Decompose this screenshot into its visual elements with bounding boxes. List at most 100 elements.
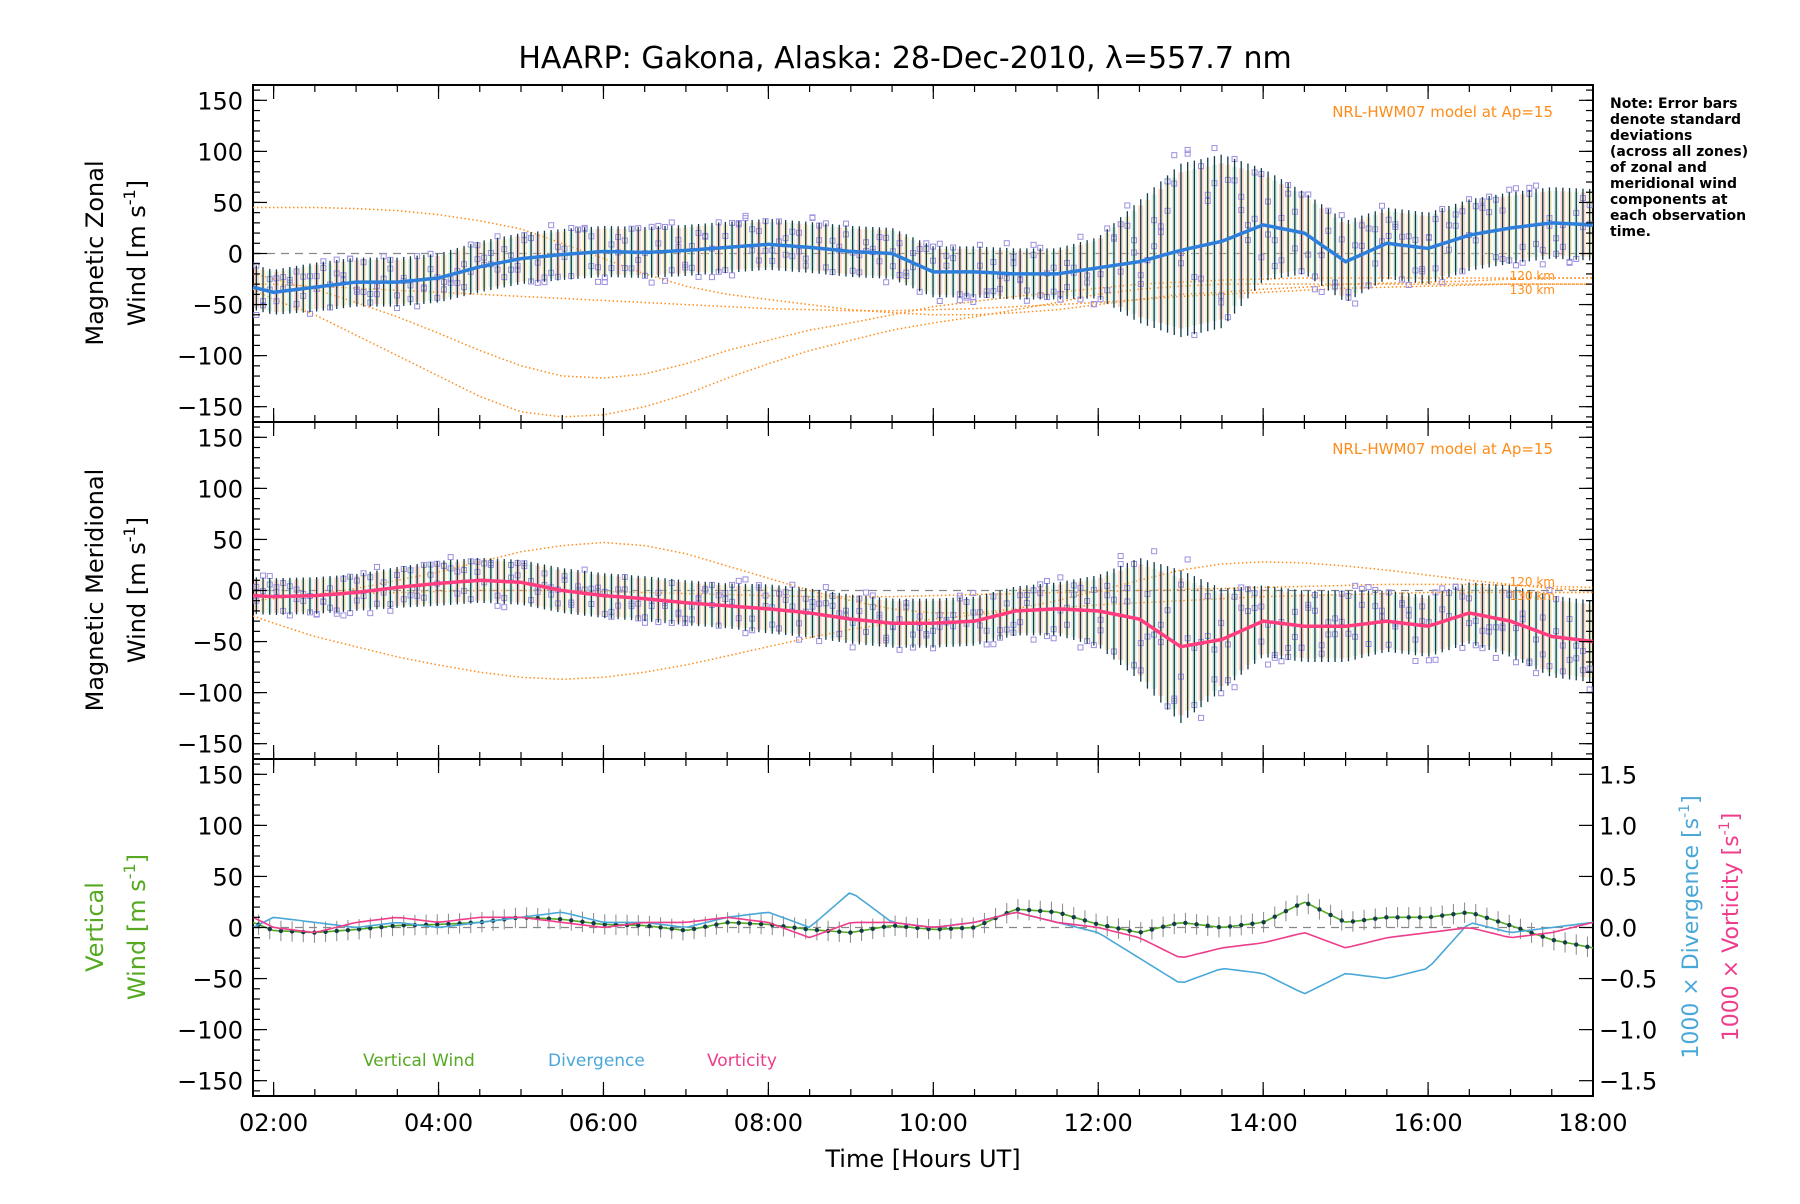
note-line: of zonal and	[1610, 160, 1707, 176]
vertical-wind-point	[1339, 918, 1344, 923]
vertical-wind-point	[334, 928, 339, 934]
meridional-ytick-label: −100	[177, 680, 243, 708]
vertical-wind-point	[881, 924, 887, 930]
zonal-zone-point	[1405, 281, 1412, 288]
xtick-label: 16:00	[1393, 1109, 1462, 1137]
meridional-ytick-label: 150	[197, 424, 243, 452]
meridional-zone-point	[990, 641, 997, 648]
axes: 150100500−50−100−150150100500−50−100−150…	[177, 85, 1657, 1137]
zonal-zone-point	[1003, 240, 1010, 247]
vertical-wind-point	[658, 925, 663, 930]
xtick-label: 08:00	[734, 1109, 803, 1137]
zonal-zone-point	[1184, 146, 1191, 153]
zonal-ylabel: Magnetic Zonal Wind [m s-1]	[81, 160, 151, 345]
zonal-zone-point	[1184, 150, 1191, 157]
zonal-zone-point	[956, 297, 963, 304]
meridional-zone-point	[1077, 644, 1084, 651]
meridional-zone-point	[1459, 644, 1466, 651]
zonal-zone-point	[595, 278, 602, 285]
vorticity-ylabel-text: 1000 × Vorticity [s-1]	[1717, 813, 1744, 1041]
zonal-zone-point	[1512, 185, 1519, 192]
vertical-ylabel-line2: Wind [m s-1]	[120, 854, 151, 1000]
vertical-wind-point	[546, 916, 552, 921]
zonal-zone-point	[648, 279, 655, 286]
meridional-zone-point	[1231, 684, 1238, 691]
vertical-wind-point	[1540, 934, 1545, 939]
vertical-wind-point	[1049, 909, 1054, 914]
zonal-zone-point	[976, 241, 983, 248]
vertical-wind-point	[1227, 924, 1233, 929]
zonal-zone-point	[1539, 261, 1546, 268]
vertical-wind-point	[1562, 940, 1568, 945]
vertical-ytick-label: 50	[212, 863, 243, 891]
divergence-ylabel-text: 1000 × Divergence [s-1]	[1677, 795, 1704, 1058]
vertical-wind-point	[1328, 912, 1333, 918]
vertical-wind-point	[278, 928, 284, 934]
vertical-ytick-label: −50	[192, 966, 243, 994]
vertical-wind-point	[557, 917, 563, 922]
zonal-model-alt-130: 130 km	[1510, 283, 1555, 297]
vertical-ytick-label: −150	[177, 1068, 243, 1096]
vertical-wind-point	[1428, 914, 1434, 920]
right-ytick-label: 0.5	[1599, 863, 1637, 891]
zonal-ytick-label: 100	[197, 138, 243, 166]
zonal-zone-point	[970, 298, 977, 305]
xtick-label: 12:00	[1064, 1109, 1133, 1137]
note-line: time.	[1610, 224, 1651, 240]
zonal-zone-point	[1311, 286, 1318, 293]
meridional-zone-point	[501, 604, 508, 611]
meridional-zone-point	[1057, 574, 1064, 581]
meridional-ylabel-line1: Magnetic Meridional	[81, 469, 109, 712]
vertical-wind-point	[1138, 930, 1143, 935]
vertical-wind-point	[758, 921, 764, 927]
vertical-ytick-label: 0	[228, 915, 243, 943]
meridional-model-alt-120: 120 km	[1510, 575, 1555, 589]
vertical-wind-point	[859, 928, 864, 933]
vertical-wind-point	[714, 922, 719, 927]
vertical-wind-point	[680, 927, 686, 933]
vertical-wind-point	[1350, 919, 1356, 924]
vertical-wind-point	[636, 923, 641, 928]
meridional-ytick-label: −150	[177, 731, 243, 759]
vertical-wind-point	[602, 922, 607, 927]
vertical-wind-point	[1384, 915, 1389, 920]
vertical-wind-point	[1116, 926, 1121, 931]
vertical-wind-point	[725, 920, 730, 925]
meridional-zone-point	[1030, 636, 1037, 643]
zonal-zone-point	[1030, 241, 1037, 248]
chart-title: HAARP: Gakona, Alaska: 28-Dec-2010, λ=55…	[518, 41, 1291, 76]
zonal-zone-point	[1338, 212, 1345, 219]
vertical-wind-point	[792, 925, 797, 930]
vertical-wind-point	[1127, 928, 1132, 933]
vertical-wind-point	[1183, 920, 1188, 926]
vertical-wind-point	[1507, 922, 1512, 928]
vertical-wind-point	[1060, 911, 1065, 917]
xtick-label: 14:00	[1229, 1109, 1298, 1137]
vertical-wind-point	[937, 927, 942, 932]
zonal-zone-point	[668, 219, 675, 226]
zonal-ytick-label: −50	[192, 292, 243, 320]
vertical-wind-point	[915, 925, 920, 931]
vertical-wind-point	[1194, 922, 1199, 927]
vertical-wind-point	[1551, 937, 1557, 943]
meridional-zone-point	[896, 646, 903, 653]
vertical-wind-point	[848, 930, 853, 935]
vertical-wind-point	[691, 926, 697, 932]
zonal-zone-point	[842, 220, 849, 227]
zonal-zone-point	[1533, 182, 1540, 189]
zonal-ylabel-line1: Magnetic Zonal	[81, 160, 109, 345]
vertical-wind-point	[1473, 912, 1478, 917]
meridional-zone-point	[1198, 714, 1205, 721]
zonal-zone-point	[1352, 300, 1359, 307]
vertical-ytick-label: −100	[177, 1017, 243, 1045]
meridional-zone-point	[735, 577, 742, 584]
zonal-model-curve-0	[253, 206, 1593, 316]
zonal-zone-point	[1378, 202, 1385, 209]
zonal-zone-point	[936, 240, 943, 247]
vertical-wind-point	[814, 927, 820, 933]
vertical-wind-point	[959, 925, 965, 931]
vertical-wind-point	[1484, 915, 1490, 921]
zonal-panel	[252, 145, 1594, 418]
